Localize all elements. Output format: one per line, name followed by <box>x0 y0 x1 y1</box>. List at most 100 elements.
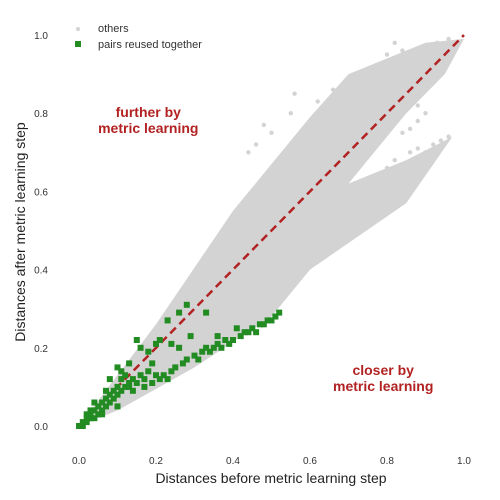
pairs-reused-point <box>149 360 156 367</box>
pairs-reused-point <box>106 399 113 406</box>
pairs-reused-point <box>156 376 163 383</box>
pairs-reused-point <box>110 387 117 394</box>
others-point <box>446 134 451 139</box>
others-point <box>277 275 282 280</box>
pairs-reused-point <box>179 360 186 367</box>
others-point <box>392 60 397 65</box>
others-point <box>292 251 297 257</box>
pairs-reused-point <box>203 344 210 351</box>
others-point <box>407 150 413 155</box>
others-point <box>431 52 436 57</box>
y-tick-label: 0.8 <box>34 109 48 120</box>
pairs-reused-point <box>114 364 121 371</box>
pairs-reused-point <box>187 333 194 340</box>
others-point <box>284 259 290 264</box>
pairs-reused-point <box>83 415 90 422</box>
others-point <box>434 40 440 45</box>
pairs-reused-point <box>168 368 175 375</box>
others-point <box>407 126 413 131</box>
pairs-reused-point <box>114 403 121 410</box>
others-point <box>253 228 259 233</box>
pairs-reused-point <box>118 387 125 394</box>
annotation-text: closer by <box>352 362 414 378</box>
pairs-reused-point <box>203 309 210 316</box>
x-tick-label: 1.0 <box>457 456 471 467</box>
others-point <box>384 165 390 171</box>
reference-line-layer <box>78 34 465 427</box>
pairs-reused-point <box>253 329 260 336</box>
others-point <box>230 306 236 311</box>
others-point <box>269 212 274 218</box>
others-point <box>215 275 220 280</box>
x-tick-labels: 0.0 0.2 0.4 0.6 0.8 1.0 <box>72 456 471 467</box>
others-point <box>327 150 332 155</box>
others-point <box>354 189 359 194</box>
y-tick-label: 0.0 <box>34 422 48 433</box>
pairs-reused-point <box>160 372 167 379</box>
others-point <box>423 64 428 69</box>
x-tick-label: 0.0 <box>72 456 86 467</box>
others-point <box>423 150 428 155</box>
others-point <box>442 44 447 49</box>
pairs-reused-point <box>272 313 279 320</box>
others-point <box>369 181 374 186</box>
legend-marker-pairs <box>75 41 81 47</box>
pairs-reused-point <box>137 344 144 351</box>
annotation-text: metric learning <box>333 378 433 394</box>
pairs-reused-point <box>249 325 256 332</box>
legend: others pairs reused together <box>75 23 202 51</box>
others-point <box>200 330 205 335</box>
pairs-reused-point <box>87 411 94 418</box>
pairs-reused-point <box>126 380 133 386</box>
others-point <box>207 283 213 288</box>
pairs-reused-point <box>168 340 175 347</box>
others-point <box>431 142 436 147</box>
pairs-reused-point <box>129 387 136 394</box>
legend-label-pairs: pairs reused together <box>98 39 202 51</box>
others-point <box>215 318 220 323</box>
x-tick-label: 0.2 <box>149 456 163 467</box>
others-point <box>446 36 451 42</box>
others-point <box>300 243 305 249</box>
y-tick-label: 0.6 <box>34 187 48 198</box>
others-point <box>307 228 313 233</box>
pairs-reused-point <box>245 329 252 336</box>
pairs-reused-point <box>114 383 121 390</box>
pairs-reused-point <box>156 337 163 343</box>
others-point <box>396 71 401 77</box>
pairs-reused-point <box>214 340 221 347</box>
pairs-reused-point <box>145 368 152 375</box>
pairs-reused-point <box>122 383 129 390</box>
pairs-reused-point <box>99 407 106 414</box>
pairs-reused-point <box>145 348 152 355</box>
x-tick-label: 0.4 <box>226 456 240 467</box>
pairs-reused-point <box>260 321 267 328</box>
others-point <box>330 87 336 92</box>
others-point <box>361 197 367 202</box>
pairs-reused-point <box>164 317 171 324</box>
pairs-reused-point <box>276 309 283 316</box>
others-point <box>407 95 413 100</box>
others-point <box>269 130 274 135</box>
others-point <box>138 353 143 358</box>
pairs-reused-point <box>91 415 98 422</box>
pairs-reused-point <box>122 372 129 379</box>
pairs-reused-point <box>114 391 121 398</box>
x-tick-label: 0.8 <box>380 456 394 467</box>
others-point <box>384 52 390 57</box>
others-point <box>192 298 197 304</box>
others-point <box>330 212 336 218</box>
others-point <box>292 91 297 96</box>
pairs-reused-point <box>79 423 86 429</box>
pairs-reused-point <box>222 337 229 343</box>
pairs-reused-point <box>87 415 94 422</box>
pairs-reused-point <box>153 340 159 347</box>
pairs-reused-point <box>230 337 236 343</box>
pairs-reused-point <box>183 301 190 308</box>
others-point <box>377 173 382 178</box>
others-point <box>338 204 343 210</box>
pairs-reused-point <box>214 333 221 340</box>
y-tick-labels: 0.0 0.2 0.4 0.6 0.8 1.0 <box>34 31 48 433</box>
